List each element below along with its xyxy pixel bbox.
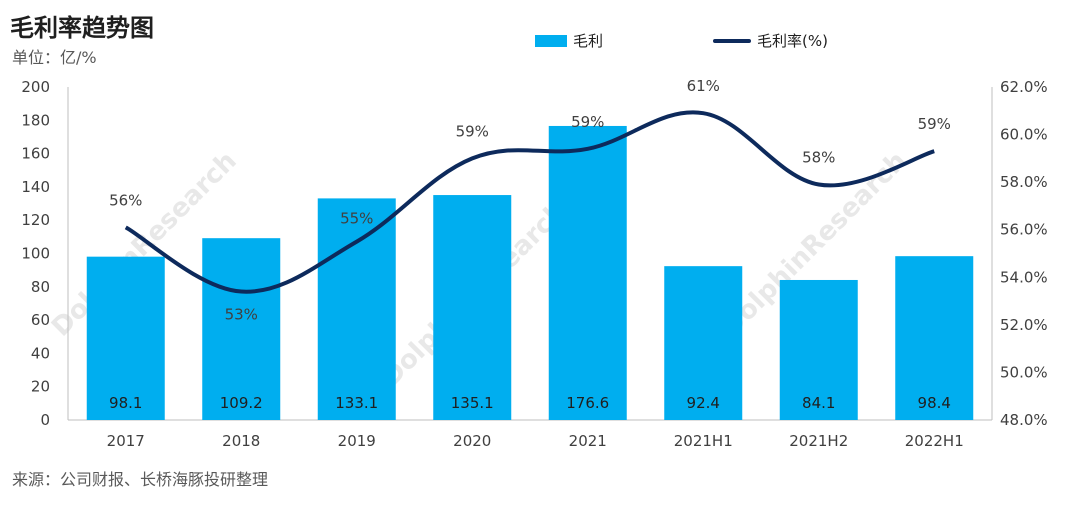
y-left-tick-label: 80	[31, 278, 50, 296]
legend: 毛利 毛利率(%)	[535, 30, 938, 51]
y-left-tick-label: 140	[21, 178, 50, 196]
legend-swatch-line	[713, 38, 752, 43]
x-tick-label: 2021H2	[789, 432, 848, 450]
line-value-label: 61%	[687, 77, 720, 95]
y-right-tick-label: 56.0%	[1000, 221, 1048, 239]
y-left-tick-label: 20	[31, 378, 50, 396]
bar	[664, 266, 743, 420]
y-right-tick-label: 48.0%	[1000, 411, 1048, 429]
x-tick-label: 2021	[569, 432, 607, 450]
chart-title: 毛利率趋势图	[10, 14, 154, 42]
legend-item-line: 毛利率(%)	[713, 30, 828, 51]
y-right-tick-label: 50.0%	[1000, 363, 1048, 381]
bar-value-label: 176.6	[566, 394, 609, 412]
bar	[548, 125, 627, 420]
bar-value-label: 84.1	[802, 394, 835, 412]
legend-item-bar: 毛利	[535, 30, 603, 51]
y-right-tick-label: 60.0%	[1000, 126, 1048, 144]
source-note: 来源：公司财报、长桥海豚投研整理	[12, 470, 269, 489]
line-value-label: 59%	[918, 115, 951, 133]
margin-line	[124, 110, 935, 294]
bar	[202, 238, 281, 420]
y-left-tick-label: 60	[31, 311, 50, 329]
bar	[433, 195, 512, 420]
y-right-tick-label: 58.0%	[1000, 173, 1048, 191]
bar-value-label: 133.1	[335, 394, 378, 412]
y-left-tick-label: 200	[21, 78, 50, 96]
x-tick-label: 2018	[222, 432, 260, 450]
y-left-tick-label: 0	[40, 411, 50, 429]
line-value-label: 58%	[802, 149, 835, 167]
line-value-label: 59%	[571, 113, 604, 131]
y-left-tick-label: 40	[31, 344, 50, 362]
legend-bar-label: 毛利	[573, 32, 604, 50]
line-value-label: 59%	[456, 122, 489, 140]
unit-label: 单位：亿/%	[12, 48, 97, 67]
y-left-tick-label: 160	[21, 145, 50, 163]
y-left-tick-label: 120	[21, 211, 50, 229]
y-left-tick-label: 100	[21, 245, 50, 263]
line-value-label: 55%	[340, 210, 373, 228]
bar	[895, 256, 974, 420]
bar-value-label: 135.1	[451, 394, 494, 412]
x-tick-label: 2017	[107, 432, 145, 450]
bar-value-label: 109.2	[220, 394, 263, 412]
line-value-label: 53%	[225, 306, 258, 324]
y-right-tick-label: 62.0%	[1000, 78, 1048, 96]
line-value-label: 56%	[109, 191, 142, 209]
legend-line-label: 毛利率(%)	[757, 32, 828, 50]
bar-value-label: 98.1	[109, 394, 142, 412]
y-right-tick-label: 54.0%	[1000, 268, 1048, 286]
x-tick-label: 2019	[338, 432, 376, 450]
x-tick-label: 2020	[453, 432, 491, 450]
bar-value-label: 92.4	[687, 394, 720, 412]
legend-swatch-bar	[535, 34, 567, 47]
bar	[779, 279, 858, 420]
y-right-tick-label: 52.0%	[1000, 316, 1048, 334]
bar	[317, 198, 396, 420]
y-left-tick-label: 180	[21, 111, 50, 129]
bar-value-label: 98.4	[918, 394, 951, 412]
x-tick-label: 2021H1	[674, 432, 733, 450]
x-tick-label: 2022H1	[905, 432, 964, 450]
bar	[86, 256, 165, 420]
